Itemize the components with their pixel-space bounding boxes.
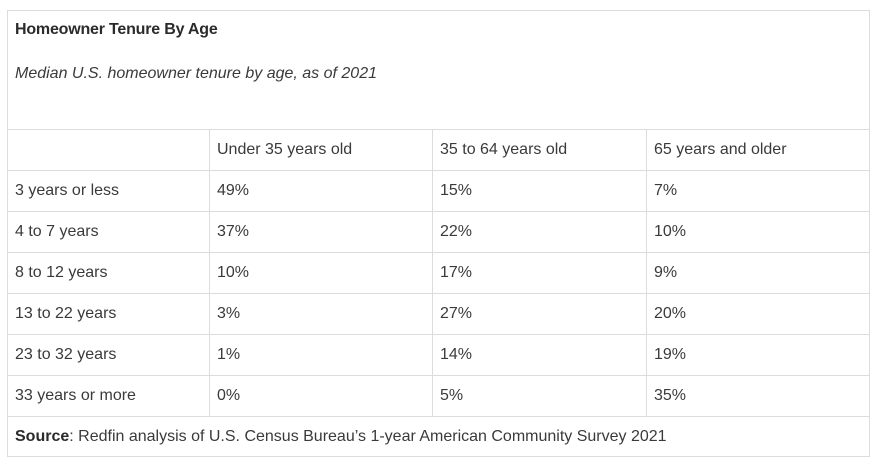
table-cell: 10% — [209, 252, 433, 294]
table-cell: 15% — [432, 170, 647, 212]
row-label: 8 to 12 years — [7, 252, 210, 294]
table-cell: 27% — [432, 293, 647, 335]
table-row: 13 to 22 years 3% 27% 20% — [7, 293, 870, 335]
table-cell: 7% — [646, 170, 870, 212]
table-row: 3 years or less 49% 15% 7% — [7, 170, 870, 212]
table-cell: 10% — [646, 211, 870, 253]
table-cell: 22% — [432, 211, 647, 253]
table-cell: 14% — [432, 334, 647, 376]
column-header-35-to-64: 35 to 64 years old — [432, 129, 647, 171]
column-header-65-plus: 65 years and older — [646, 129, 870, 171]
table-cell: 17% — [432, 252, 647, 294]
row-label: 3 years or less — [7, 170, 210, 212]
source-text: : Redfin analysis of U.S. Census Bureau’… — [69, 427, 667, 445]
table-row: 33 years or more 0% 5% 35% — [7, 375, 870, 417]
table-cell: 49% — [209, 170, 433, 212]
row-label: 4 to 7 years — [7, 211, 210, 253]
table-cell: 3% — [209, 293, 433, 335]
tenure-table: Homeowner Tenure By Age Median U.S. home… — [7, 10, 870, 457]
row-label: 13 to 22 years — [7, 293, 210, 335]
table-cell: 0% — [209, 375, 433, 417]
table-cell: 20% — [646, 293, 870, 335]
table-cell: 35% — [646, 375, 870, 417]
tenure-table-container: Homeowner Tenure By Age Median U.S. home… — [7, 10, 870, 457]
source-row: Source: Redfin analysis of U.S. Census B… — [7, 416, 870, 457]
table-row: 4 to 7 years 37% 22% 10% — [7, 211, 870, 253]
column-header-under-35: Under 35 years old — [209, 129, 433, 171]
table-cell: 5% — [432, 375, 647, 417]
column-header-empty — [7, 129, 210, 171]
row-label: 33 years or more — [7, 375, 210, 417]
table-row: 23 to 32 years 1% 14% 19% — [7, 334, 870, 376]
table-caption-row: Homeowner Tenure By Age Median U.S. home… — [7, 10, 870, 130]
table-cell: 19% — [646, 334, 870, 376]
source-label: Source — [15, 427, 70, 445]
source-cell: Source: Redfin analysis of U.S. Census B… — [7, 416, 870, 457]
table-title: Homeowner Tenure By Age — [15, 21, 218, 38]
table-cell: 1% — [209, 334, 433, 376]
table-subtitle: Median U.S. homeowner tenure by age, as … — [15, 65, 377, 82]
table-cell: 37% — [209, 211, 433, 253]
table-row: 8 to 12 years 10% 17% 9% — [7, 252, 870, 294]
row-label: 23 to 32 years — [7, 334, 210, 376]
column-header-row: Under 35 years old 35 to 64 years old 65… — [7, 129, 870, 171]
table-cell: 9% — [646, 252, 870, 294]
table-caption-cell: Homeowner Tenure By Age Median U.S. home… — [7, 10, 870, 130]
